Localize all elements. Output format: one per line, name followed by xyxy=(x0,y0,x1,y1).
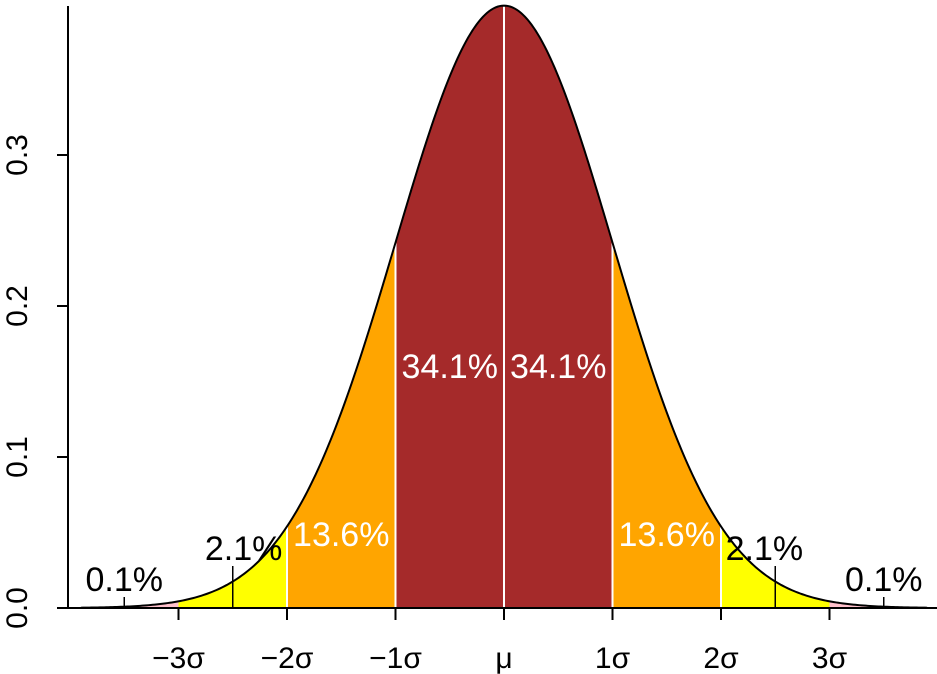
x-tick-label: −3σ xyxy=(152,642,205,674)
y-tick-label: 0.2 xyxy=(1,285,34,327)
region-labels: 0.1% 2.1% 13.6% 34.1% 34.1% 13.6% 2.1% 0.1% xyxy=(86,348,923,599)
region-label-5: 13.6% xyxy=(619,516,715,554)
x-tick-label: 3σ xyxy=(812,642,848,674)
region-dividers xyxy=(286,5,722,608)
x-tick-label: μ xyxy=(495,642,512,674)
y-tick-label: 0.0 xyxy=(1,587,34,629)
region-area-7 xyxy=(829,601,928,608)
x-tick-label: −1σ xyxy=(369,642,422,674)
region-area-4 xyxy=(504,5,613,609)
region-label-2: 13.6% xyxy=(293,516,389,554)
region-label-4: 34.1% xyxy=(510,348,606,386)
region-label-3: 34.1% xyxy=(402,348,498,386)
region-label-0: 0.1% xyxy=(86,561,164,599)
x-tick-label: 2σ xyxy=(703,642,739,674)
region-label-1: 2.1% xyxy=(205,530,283,568)
label-leader-lines xyxy=(123,566,885,608)
y-tick-label: 0.3 xyxy=(1,134,34,176)
x-tick-label: 1σ xyxy=(595,642,631,674)
x-tick-label: −2σ xyxy=(261,642,314,674)
density-curve xyxy=(80,4,928,609)
region-area-1 xyxy=(178,526,287,608)
y-tick-label: 0.1 xyxy=(1,436,34,478)
axes: 0.0 0.1 0.2 0.3 −3σ −2σ −1σ μ 1σ 2σ 3σ xyxy=(1,6,937,674)
region-label-6: 2.1% xyxy=(726,530,804,568)
region-area-0 xyxy=(80,601,179,608)
region-area-3 xyxy=(395,5,504,609)
region-area-6 xyxy=(721,526,830,608)
region-label-7: 0.1% xyxy=(845,561,923,599)
